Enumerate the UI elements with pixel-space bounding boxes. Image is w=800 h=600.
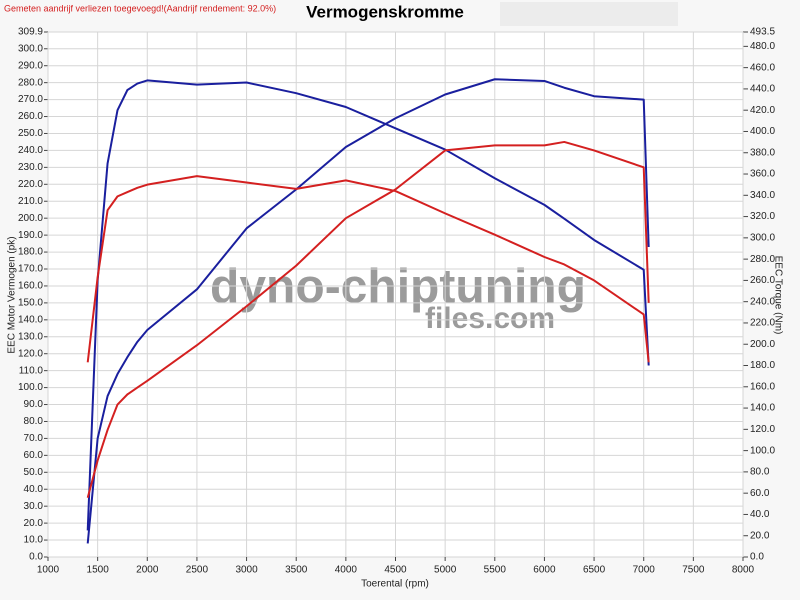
y2-tick-label: 440.0: [750, 84, 775, 95]
x-tick-label: 5000: [434, 565, 457, 576]
y2-tick-label: 300.0: [750, 232, 775, 243]
y-tick-label: 20.0: [24, 518, 44, 529]
y-tick-label: 200.0: [18, 213, 43, 224]
y2-tick-label: 100.0: [750, 445, 775, 456]
y2-tick-label: 120.0: [750, 424, 775, 435]
x-tick-label: 2500: [186, 565, 209, 576]
y-tick-label: 240.0: [18, 145, 43, 156]
y-tick-label: 190.0: [18, 230, 43, 241]
series-line: [86, 140, 650, 498]
y2-tick-label: 200.0: [750, 339, 775, 350]
x-tick-label: 4500: [384, 565, 407, 576]
y-axis-label: EEC Motor Vermogen (pk): [7, 236, 18, 353]
y-tick-label: 70.0: [24, 433, 44, 444]
y-tick-label: 180.0: [18, 247, 43, 258]
series-line: [86, 175, 650, 363]
x-tick-label: 3000: [235, 565, 258, 576]
y-tick-label: 30.0: [24, 501, 44, 512]
y2-tick-label: 180.0: [750, 360, 775, 371]
x-tick-label: 1500: [87, 565, 110, 576]
y2-tick-label: 280.0: [750, 254, 775, 265]
y2-tick-label: 493.5: [750, 27, 775, 38]
y-tick-label: 290.0: [18, 60, 43, 71]
y-tick-label: 0.0: [29, 552, 43, 563]
y-tick-label: 260.0: [18, 111, 43, 122]
y-tick-label: 40.0: [24, 484, 44, 495]
x-tick-label: 8000: [732, 565, 755, 576]
header-box: [500, 2, 678, 26]
x-tick-label: 6000: [533, 565, 556, 576]
x-tick-label: 7500: [682, 565, 705, 576]
y-tick-label: 110.0: [19, 365, 44, 376]
y-tick-label: 50.0: [24, 467, 44, 478]
y2-tick-label: 400.0: [750, 126, 775, 137]
y-tick-label: 90.0: [24, 399, 44, 410]
y-tick-label: 250.0: [18, 128, 43, 139]
y-tick-label: 60.0: [24, 450, 44, 461]
y-tick-label: 309.9: [18, 27, 43, 38]
y2-tick-label: 420.0: [750, 105, 775, 116]
y-tick-label: 120.0: [18, 348, 43, 359]
y-tick-label: 130.0: [18, 331, 43, 342]
y-tick-label: 280.0: [18, 77, 43, 88]
y-tick-label: 150.0: [18, 298, 43, 309]
y-tick-label: 230.0: [18, 162, 43, 173]
y2-tick-label: 340.0: [750, 190, 775, 201]
y2-tick-label: 20.0: [750, 530, 770, 541]
y2-tick-label: 140.0: [750, 403, 775, 414]
y2-tick-label: 160.0: [750, 381, 775, 392]
y-tick-label: 140.0: [18, 314, 43, 325]
y-tick-label: 100.0: [18, 382, 43, 393]
y2-tick-label: 220.0: [750, 318, 775, 329]
y-tick-label: 220.0: [18, 179, 43, 190]
x-tick-label: 2000: [136, 565, 159, 576]
y2-tick-label: 460.0: [750, 62, 775, 73]
y2-tick-label: 360.0: [750, 169, 775, 180]
x-axis-label: Toerental (rpm): [361, 579, 429, 590]
watermark: files.com: [425, 302, 555, 335]
y2-tick-label: 260.0: [750, 275, 775, 286]
y2-tick-label: 40.0: [750, 509, 770, 520]
y2-tick-label: 480.0: [750, 41, 775, 52]
subtitle: Gemeten aandrijf verliezen toegevoegd!(A…: [4, 3, 276, 13]
y-tick-label: 300.0: [18, 43, 43, 54]
y2-tick-label: 240.0: [750, 296, 775, 307]
y-tick-label: 210.0: [18, 196, 43, 207]
y-tick-label: 270.0: [18, 94, 43, 105]
x-tick-label: 7000: [633, 565, 656, 576]
series-line: [86, 79, 650, 531]
x-tick-label: 3500: [285, 565, 308, 576]
y2-tick-label: 380.0: [750, 147, 775, 158]
x-tick-label: 6500: [583, 565, 606, 576]
y2-tick-label: 80.0: [750, 467, 770, 478]
x-tick-label: 1000: [37, 565, 60, 576]
watermark: dyno-chiptuning: [210, 261, 586, 314]
x-tick-label: 5500: [484, 565, 507, 576]
y-tick-label: 170.0: [18, 264, 43, 275]
chart-title: Vermogenskromme: [306, 2, 464, 21]
y-tick-label: 10.0: [24, 535, 44, 546]
y2-tick-label: 60.0: [750, 488, 770, 499]
y-tick-label: 80.0: [24, 416, 44, 427]
x-tick-label: 4000: [335, 565, 358, 576]
y-tick-label: 160.0: [18, 281, 43, 292]
y2-tick-label: 0.0: [750, 552, 764, 563]
y2-tick-label: 320.0: [750, 211, 775, 222]
y2-axis-label: EEC Torque (Nm): [772, 256, 783, 335]
